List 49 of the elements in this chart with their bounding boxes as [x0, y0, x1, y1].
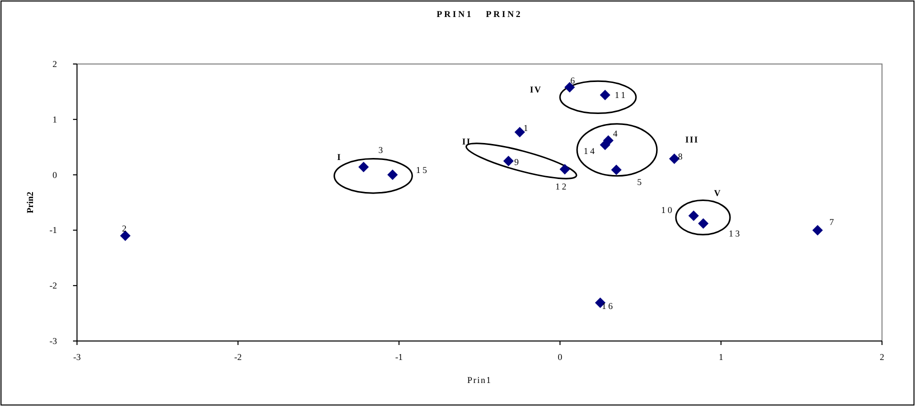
annotation: I [337, 152, 342, 162]
x-tick-label: -1 [395, 352, 403, 362]
point [688, 210, 699, 222]
annotation: II [462, 136, 472, 147]
annotation: 3 [378, 145, 385, 156]
annotation: 14 [584, 146, 597, 156]
annotation: 9 [514, 156, 521, 167]
point [600, 140, 610, 150]
point [120, 230, 131, 241]
annotation: 2 [122, 224, 129, 234]
y-tick-label: -2 [50, 280, 57, 291]
annotation: 13 [728, 228, 742, 239]
annotation: 10 [661, 204, 674, 215]
annotation: 8 [678, 152, 685, 162]
annotation: 11 [614, 90, 628, 100]
y-tick-label: 0 [52, 170, 58, 180]
y-tick-label: 2 [52, 59, 57, 69]
point [514, 126, 525, 138]
x-axis-title: Prin1 [467, 375, 492, 385]
x-tick-label: 2 [880, 352, 884, 362]
annotation: 7 [829, 217, 836, 228]
annotation: 12 [555, 181, 568, 192]
point [560, 164, 570, 174]
point [812, 224, 823, 236]
annotation: 5 [637, 176, 644, 187]
x-tick-label: 1 [718, 352, 724, 362]
y-tick-label: 1 [52, 114, 57, 124]
x-tick-label: 0 [558, 352, 563, 362]
x-tick-label: -2 [234, 352, 242, 362]
chart-title: PRIN1 PRIN2 [436, 9, 522, 19]
annotation: V [714, 188, 722, 198]
y-axis-title: Prin2 [25, 191, 35, 214]
annotation: 16 [602, 300, 615, 311]
point [611, 164, 622, 176]
annotation: 6 [570, 75, 577, 86]
annotation: IV [530, 84, 542, 94]
annotation: 1 [524, 123, 530, 134]
annotation: 4 [613, 128, 620, 138]
point [387, 170, 398, 180]
annotation: III [685, 134, 699, 144]
y-tick-label: -1 [50, 225, 57, 236]
point [564, 82, 575, 93]
x-tick-label: -3 [73, 352, 82, 362]
point [698, 218, 709, 229]
point [503, 156, 514, 166]
y-tick-label: -3 [50, 336, 58, 346]
point [600, 90, 610, 100]
annotation: 15 [416, 164, 430, 175]
point [358, 162, 369, 172]
